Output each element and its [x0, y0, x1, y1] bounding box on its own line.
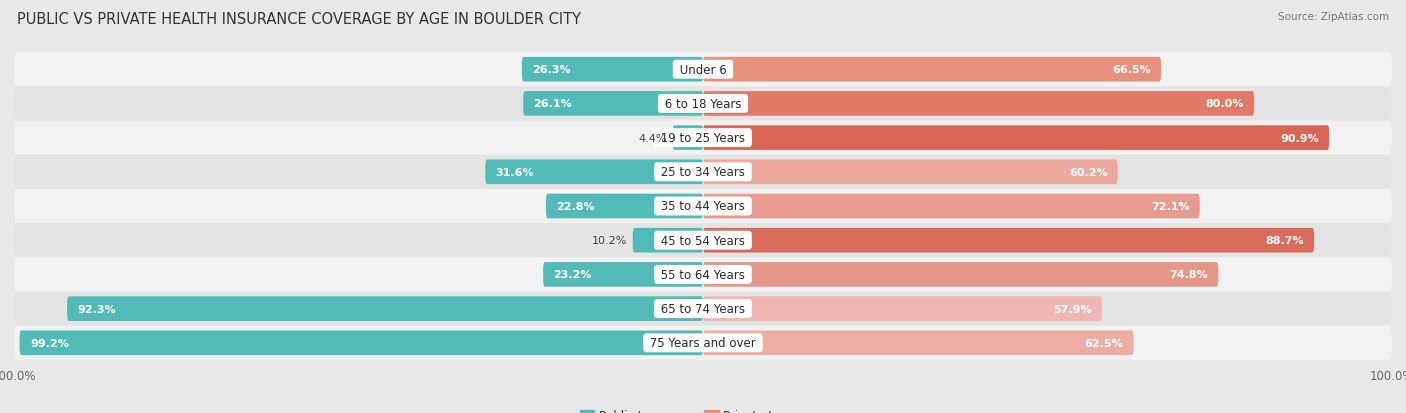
- Text: PUBLIC VS PRIVATE HEALTH INSURANCE COVERAGE BY AGE IN BOULDER CITY: PUBLIC VS PRIVATE HEALTH INSURANCE COVER…: [17, 12, 581, 27]
- Text: 74.8%: 74.8%: [1170, 270, 1208, 280]
- Text: 31.6%: 31.6%: [496, 167, 534, 177]
- FancyBboxPatch shape: [703, 126, 1329, 151]
- FancyBboxPatch shape: [703, 194, 1199, 219]
- FancyBboxPatch shape: [546, 194, 703, 219]
- FancyBboxPatch shape: [523, 92, 703, 116]
- Text: 57.9%: 57.9%: [1053, 304, 1091, 314]
- Text: 6 to 18 Years: 6 to 18 Years: [661, 97, 745, 111]
- Text: 25 to 34 Years: 25 to 34 Years: [657, 166, 749, 179]
- FancyBboxPatch shape: [485, 160, 703, 185]
- FancyBboxPatch shape: [14, 258, 1392, 292]
- FancyBboxPatch shape: [703, 58, 1161, 82]
- Text: 10.2%: 10.2%: [592, 236, 627, 246]
- FancyBboxPatch shape: [703, 262, 1219, 287]
- FancyBboxPatch shape: [14, 121, 1392, 155]
- FancyBboxPatch shape: [703, 160, 1118, 185]
- Text: 75 Years and over: 75 Years and over: [647, 337, 759, 349]
- Text: 55 to 64 Years: 55 to 64 Years: [657, 268, 749, 281]
- Text: 65 to 74 Years: 65 to 74 Years: [657, 302, 749, 316]
- FancyBboxPatch shape: [14, 155, 1392, 190]
- FancyBboxPatch shape: [14, 53, 1392, 87]
- Text: 62.5%: 62.5%: [1084, 338, 1123, 348]
- Text: 66.5%: 66.5%: [1112, 65, 1152, 75]
- FancyBboxPatch shape: [703, 331, 1133, 355]
- FancyBboxPatch shape: [703, 297, 1102, 321]
- FancyBboxPatch shape: [67, 297, 703, 321]
- FancyBboxPatch shape: [522, 58, 703, 82]
- FancyBboxPatch shape: [703, 92, 1254, 116]
- Text: 99.2%: 99.2%: [30, 338, 69, 348]
- Text: 19 to 25 Years: 19 to 25 Years: [657, 132, 749, 145]
- Text: Source: ZipAtlas.com: Source: ZipAtlas.com: [1278, 12, 1389, 22]
- Text: 90.9%: 90.9%: [1279, 133, 1319, 143]
- Text: 4.4%: 4.4%: [638, 133, 668, 143]
- FancyBboxPatch shape: [633, 228, 703, 253]
- Text: 26.1%: 26.1%: [533, 99, 572, 109]
- FancyBboxPatch shape: [20, 331, 703, 355]
- Text: 80.0%: 80.0%: [1205, 99, 1244, 109]
- Text: 72.1%: 72.1%: [1150, 202, 1189, 211]
- Text: 22.8%: 22.8%: [557, 202, 595, 211]
- FancyBboxPatch shape: [14, 326, 1392, 360]
- Text: 60.2%: 60.2%: [1069, 167, 1108, 177]
- Text: 26.3%: 26.3%: [531, 65, 571, 75]
- Text: 88.7%: 88.7%: [1265, 236, 1303, 246]
- FancyBboxPatch shape: [672, 126, 703, 151]
- FancyBboxPatch shape: [14, 87, 1392, 121]
- FancyBboxPatch shape: [703, 228, 1315, 253]
- FancyBboxPatch shape: [14, 190, 1392, 223]
- Legend: Public Insurance, Private Insurance: Public Insurance, Private Insurance: [575, 404, 831, 413]
- Text: Under 6: Under 6: [676, 64, 730, 76]
- Text: 35 to 44 Years: 35 to 44 Years: [657, 200, 749, 213]
- FancyBboxPatch shape: [543, 262, 703, 287]
- Text: 23.2%: 23.2%: [554, 270, 592, 280]
- FancyBboxPatch shape: [14, 292, 1392, 326]
- FancyBboxPatch shape: [14, 223, 1392, 258]
- Text: 92.3%: 92.3%: [77, 304, 117, 314]
- Text: 45 to 54 Years: 45 to 54 Years: [657, 234, 749, 247]
